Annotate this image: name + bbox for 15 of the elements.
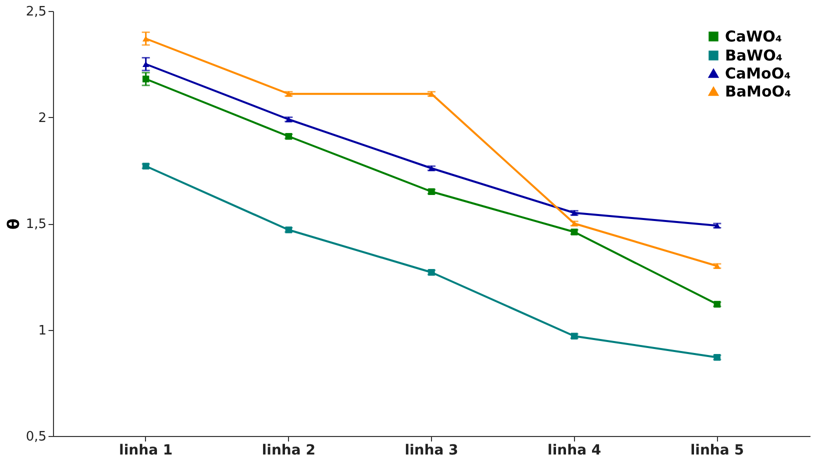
y-tick-label: 1,5: [26, 217, 46, 232]
x-tick-label: linha 4: [548, 442, 602, 458]
x-tick-label: linha 2: [262, 442, 316, 458]
y-axis-title: θ: [4, 218, 23, 230]
x-tick-label: linha 1: [119, 442, 173, 458]
legend-label: BaWO₄: [725, 46, 782, 64]
y-tick-label: 0,5: [26, 430, 46, 444]
x-tick-label: linha 5: [690, 442, 744, 458]
legend-label: BaMoO₄: [725, 82, 792, 100]
legend-label: CaMoO₄: [725, 64, 791, 82]
y-tick-label: 1: [38, 323, 46, 338]
y-tick-label: 2: [38, 110, 46, 126]
y-tick-label: 2,5: [26, 4, 46, 20]
x-tick-label: linha 3: [404, 442, 458, 458]
legend-label: CaWO₄: [725, 28, 782, 46]
